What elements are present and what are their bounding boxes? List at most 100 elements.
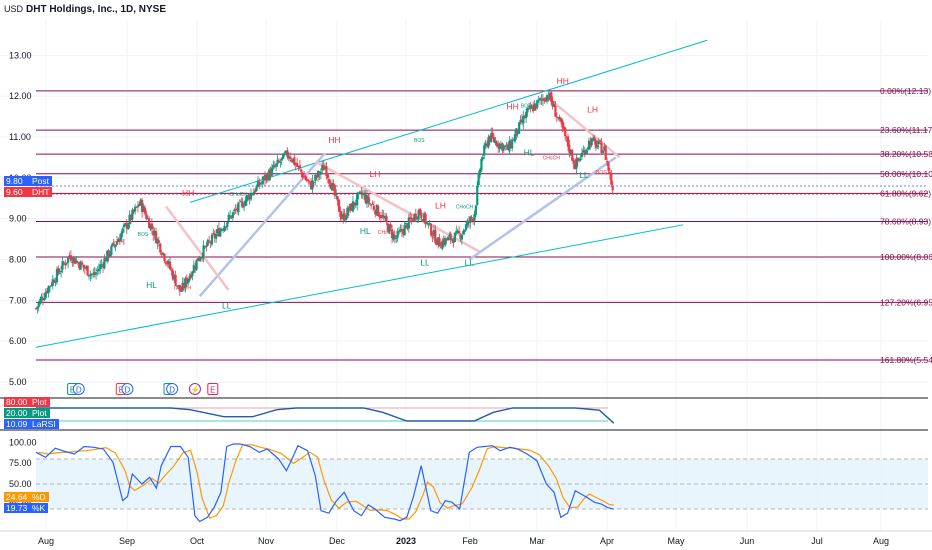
price-candle[interactable]	[592, 138, 595, 141]
price-candle[interactable]	[607, 162, 610, 171]
price-candle[interactable]	[337, 199, 341, 212]
price-candle[interactable]	[585, 149, 588, 154]
price-candle[interactable]	[170, 269, 173, 271]
channel-upper-line[interactable]	[189, 39, 708, 203]
price-candle[interactable]	[127, 224, 130, 230]
price-candle[interactable]	[287, 156, 290, 159]
price-candle[interactable]	[501, 143, 504, 151]
price-candle[interactable]	[258, 181, 261, 186]
price-candle[interactable]	[410, 218, 413, 220]
price-candle[interactable]	[201, 256, 204, 258]
price-candle[interactable]	[565, 136, 568, 138]
price-candle[interactable]	[455, 230, 458, 234]
price-candle[interactable]	[51, 279, 54, 286]
price-candle[interactable]	[608, 172, 611, 175]
price-candle[interactable]	[157, 240, 160, 243]
price-candle[interactable]	[335, 194, 338, 196]
price-candle[interactable]	[421, 219, 424, 223]
price-candle[interactable]	[210, 234, 214, 245]
price-candle[interactable]	[205, 245, 208, 247]
price-candle[interactable]	[199, 256, 202, 260]
price-candle[interactable]	[107, 250, 110, 258]
price-candle[interactable]	[69, 255, 73, 261]
price-candle[interactable]	[509, 141, 512, 148]
price-candle[interactable]	[254, 190, 257, 193]
price-candle[interactable]	[333, 185, 336, 196]
price-candle[interactable]	[311, 180, 314, 190]
price-candle[interactable]	[601, 150, 605, 154]
price-candle[interactable]	[548, 93, 551, 100]
price-candle[interactable]	[543, 98, 546, 101]
price-candle[interactable]	[606, 161, 609, 163]
price-candle[interactable]	[554, 105, 557, 117]
price-candle[interactable]	[41, 298, 45, 300]
price-candle[interactable]	[504, 145, 507, 147]
price-candle[interactable]	[526, 107, 529, 113]
price-candle[interactable]	[178, 284, 181, 292]
price-candle[interactable]	[506, 144, 510, 151]
price-candle[interactable]	[610, 174, 613, 185]
price-candle[interactable]	[342, 213, 345, 219]
price-candle[interactable]	[256, 180, 260, 187]
price-candle[interactable]	[50, 284, 53, 286]
price-candle[interactable]	[228, 215, 232, 217]
price-candle[interactable]	[227, 214, 230, 221]
price-candle[interactable]	[226, 222, 229, 227]
price-candle[interactable]	[558, 116, 561, 120]
price-candle[interactable]	[379, 215, 382, 219]
price-candle[interactable]	[374, 210, 377, 215]
price-candle[interactable]	[516, 129, 519, 134]
price-candle[interactable]	[452, 240, 455, 243]
price-candle[interactable]	[245, 195, 248, 202]
price-candle[interactable]	[164, 261, 167, 264]
price-candle[interactable]	[350, 203, 353, 211]
price-candle[interactable]	[64, 263, 67, 266]
price-candle[interactable]	[378, 214, 381, 217]
price-candle[interactable]	[404, 222, 408, 225]
price-candle[interactable]	[167, 261, 170, 264]
price-candle[interactable]	[393, 235, 396, 238]
price-candle[interactable]	[385, 215, 388, 223]
price-candle[interactable]	[249, 193, 253, 200]
price-candle[interactable]	[469, 216, 472, 224]
price-candle[interactable]	[302, 176, 306, 178]
price-candle[interactable]	[456, 230, 459, 233]
price-candle[interactable]	[175, 285, 179, 287]
price-candle[interactable]	[343, 213, 346, 221]
price-candle[interactable]	[220, 229, 223, 231]
price-candle[interactable]	[238, 200, 241, 202]
price-candle[interactable]	[135, 206, 138, 208]
price-candle[interactable]	[411, 218, 415, 222]
price-candle[interactable]	[559, 118, 563, 122]
price-candle[interactable]	[159, 243, 162, 253]
price-candle[interactable]	[383, 216, 387, 219]
price-candle[interactable]	[261, 181, 264, 184]
price-candle[interactable]	[148, 218, 151, 229]
price-candle[interactable]	[314, 174, 317, 181]
earnings-event-marker[interactable]	[207, 383, 219, 395]
price-candle[interactable]	[575, 158, 578, 169]
price-candle[interactable]	[103, 258, 106, 269]
price-candle[interactable]	[372, 205, 376, 210]
price-candle[interactable]	[234, 209, 237, 211]
price-candle[interactable]	[316, 170, 320, 178]
price-candle[interactable]	[530, 105, 533, 109]
price-candle[interactable]	[322, 165, 325, 171]
price-candle[interactable]	[270, 167, 274, 176]
price-candle[interactable]	[579, 158, 582, 161]
price-candle[interactable]	[37, 302, 40, 307]
price-candle[interactable]	[276, 159, 279, 165]
price-candle[interactable]	[365, 195, 369, 204]
price-candle[interactable]	[513, 134, 517, 142]
price-candle[interactable]	[265, 174, 268, 180]
price-candle[interactable]	[286, 150, 289, 157]
price-candle[interactable]	[161, 252, 165, 254]
price-candle[interactable]	[189, 274, 193, 278]
price-candle[interactable]	[99, 264, 102, 270]
price-candle[interactable]	[154, 231, 158, 244]
price-candle[interactable]	[319, 171, 322, 174]
price-candle[interactable]	[495, 141, 498, 147]
price-candle[interactable]	[304, 176, 307, 180]
price-candle[interactable]	[184, 278, 187, 288]
price-candle[interactable]	[283, 153, 286, 155]
